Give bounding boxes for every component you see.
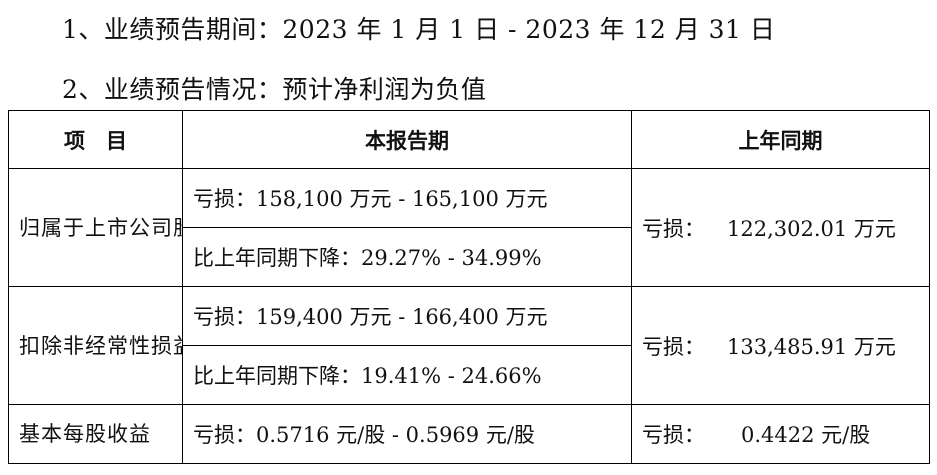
- previous-loss-value: 0.4422 元/股: [741, 423, 871, 447]
- header-item: 项 目: [8, 110, 183, 169]
- previous-loss-prefix: 亏损：: [642, 334, 705, 359]
- net-profit-previous: 亏损： 122,302.01 万元: [631, 168, 930, 287]
- previous-loss-value: 122,302.01 万元: [727, 216, 896, 241]
- eps-previous: 亏损： 0.4422 元/股: [631, 404, 930, 464]
- deducted-net-profit-current-change: 比上年同期下降：19.41% - 24.66%: [182, 345, 632, 405]
- table-row: 比上年同期下降：29.27% - 34.99%: [9, 227, 930, 287]
- header-previous-period: 上年同期: [631, 110, 930, 169]
- forecast-situation-line: 2、业绩预告情况：预计净利润为负值: [62, 75, 487, 104]
- deducted-net-profit-current-loss: 亏损：159,400 万元 - 166,400 万元: [182, 286, 632, 346]
- table-row: 基本每股收益 亏损：0.5716 元/股 - 0.5969 元/股 亏损： 0.4…: [8, 404, 930, 464]
- deducted-net-profit-previous: 亏损： 133,485.91 万元: [631, 286, 930, 405]
- table-row: 归属于上市公司股东的净利润 亏损：158,100 万元 - 165,100 万元…: [8, 168, 930, 287]
- previous-loss-prefix: 亏损：: [642, 423, 705, 447]
- table-header-row: 项 目 本报告期 上年同期: [8, 110, 930, 169]
- eps-current-loss: 亏损：0.5716 元/股 - 0.5969 元/股: [182, 404, 632, 464]
- header-current-period: 本报告期: [182, 110, 632, 169]
- net-profit-current-change: 比上年同期下降：29.27% - 34.99%: [182, 227, 632, 287]
- forecast-period-line: 1、业绩预告期间：2023 年 1 月 1 日 - 2023 年 12 月 31…: [62, 15, 776, 44]
- table-row: 扣除非经常性损益后的净利润 亏损：159,400 万元 - 166,400 万元…: [8, 286, 930, 405]
- row-label-eps: 基本每股收益: [8, 404, 183, 464]
- previous-loss-value: 133,485.91 万元: [727, 334, 896, 359]
- net-profit-current-loss: 亏损：158,100 万元 - 165,100 万元: [182, 168, 632, 228]
- row-label-net-profit: 归属于上市公司股东的净利润: [8, 168, 183, 287]
- previous-loss-prefix: 亏损：: [642, 216, 705, 241]
- earnings-forecast-table: 项 目 本报告期 上年同期 归属于上市公司股东的净利润 亏损：158,100 万…: [8, 110, 930, 464]
- row-label-deducted-net-profit: 扣除非经常性损益后的净利润: [8, 286, 183, 405]
- table-row: 比上年同期下降：19.41% - 24.66%: [9, 345, 930, 405]
